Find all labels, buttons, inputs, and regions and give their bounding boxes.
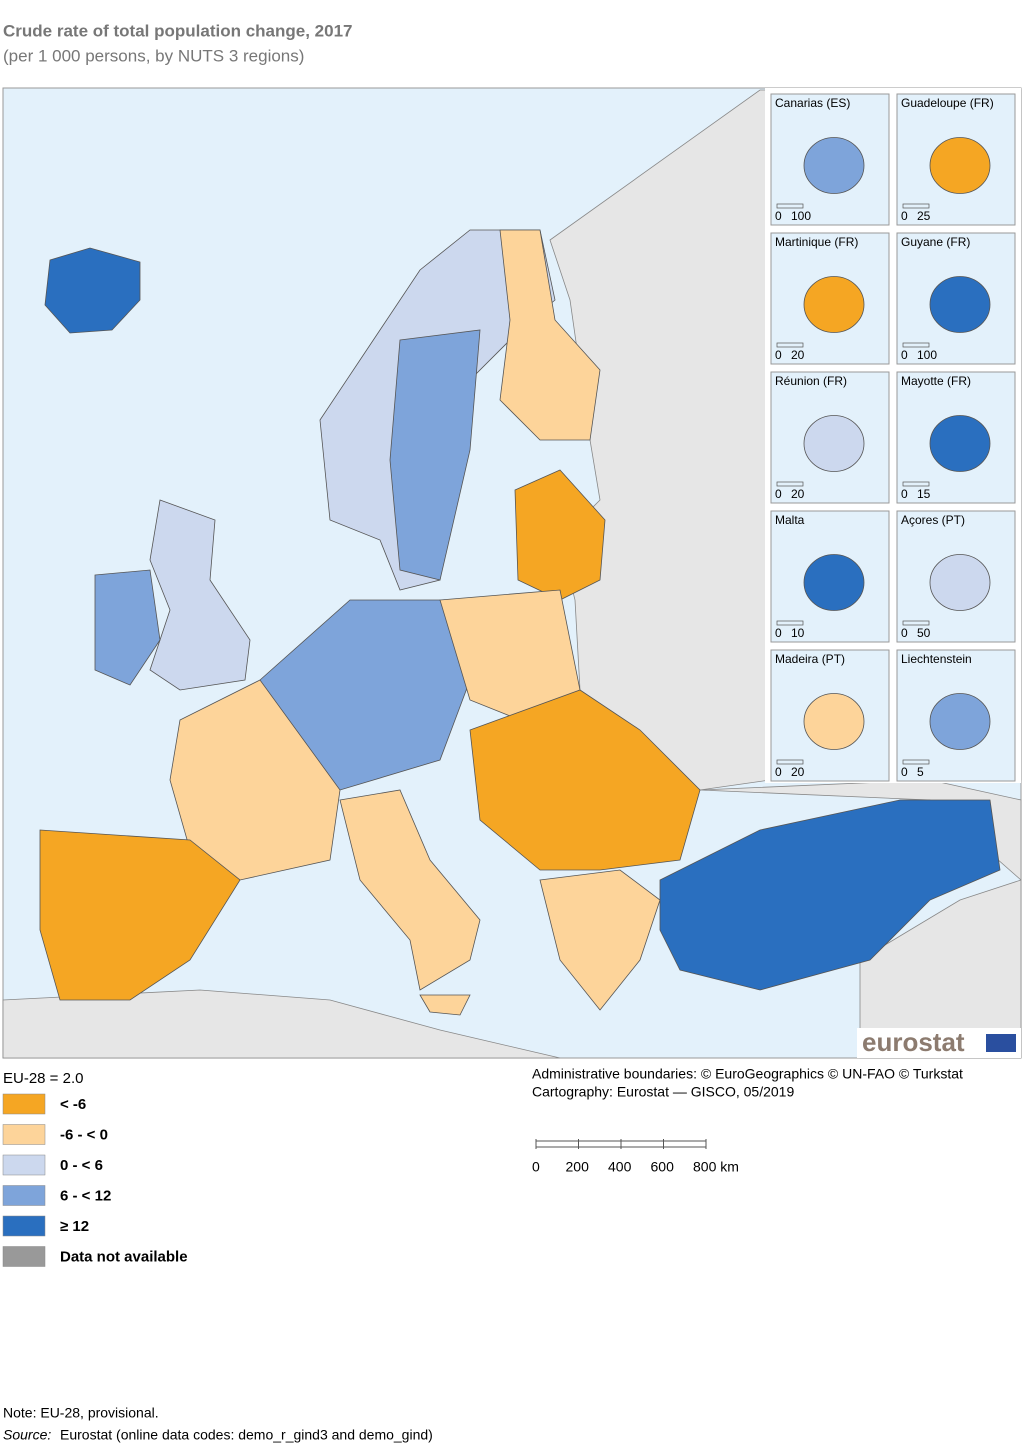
legend: EU-28 = 2.0 < -6 -6 - < 0 0 - < 6 6 - < 12 ≥ …	[2, 1070, 188, 1267]
inset-name: Liechtenstein	[901, 652, 972, 666]
scalebar-label: 800 km	[693, 1159, 739, 1175]
scalebar-label: 200	[566, 1159, 590, 1175]
inset-frame	[896, 371, 1016, 504]
inset-scale-bar	[776, 620, 804, 626]
inset-scale-label: 0	[775, 348, 782, 362]
baltics	[514, 469, 606, 601]
inset-name: Mayotte (FR)	[901, 374, 971, 388]
inset-scale-label: 25	[917, 209, 931, 223]
inset-region	[929, 276, 991, 333]
inset-scale-label: 100	[791, 209, 811, 223]
scalebar-label: 600	[651, 1159, 675, 1175]
inset-name: Réunion (FR)	[775, 374, 847, 388]
legend-swatch	[2, 1185, 46, 1206]
legend-label: -6 - < 0	[60, 1126, 108, 1143]
inset-name: Malta	[775, 513, 805, 527]
legend-swatch	[2, 1215, 46, 1237]
inset-scale-label: 0	[775, 765, 782, 779]
credit: Administrative boundaries: © EuroGeograp…	[532, 1066, 963, 1082]
inset-scale-label: 15	[917, 487, 931, 501]
note: Note: EU-28, provisional.	[3, 1405, 159, 1421]
legend-swatch	[2, 1124, 46, 1145]
inset-scale-label: 0	[901, 765, 908, 779]
iberia	[39, 829, 241, 1001]
ireland	[94, 569, 161, 686]
legend-label: < -6	[60, 1096, 86, 1113]
italy	[339, 789, 481, 991]
inset-name: Martinique (FR)	[775, 235, 858, 249]
inset-scale-bar	[902, 342, 930, 348]
logo: eurostat	[862, 1027, 965, 1057]
inset-region	[803, 276, 865, 333]
inset-scale-label: 5	[917, 765, 924, 779]
legend-label: 0 - < 6	[60, 1157, 103, 1174]
inset-scale-label: 0	[775, 487, 782, 501]
subtitle: (per 1 000 persons, by NUTS 3 regions)	[3, 46, 304, 65]
inset-region	[929, 137, 991, 194]
inset-scale-label: 0	[901, 348, 908, 362]
sicily	[419, 994, 471, 1016]
inset-scale-bar	[776, 342, 804, 348]
inset-scale-bar	[902, 759, 930, 765]
sweden	[389, 329, 481, 581]
legend-swatch	[2, 1093, 46, 1115]
inset-scale-bar	[776, 759, 804, 765]
france	[169, 679, 341, 881]
inset-scale-label: 20	[791, 765, 805, 779]
legend-title: EU-28 = 2.0	[3, 1070, 83, 1087]
turkey	[659, 799, 1001, 991]
credit: Cartography: Eurostat — GISCO, 05/2019	[532, 1084, 794, 1100]
inset-scale-bar	[776, 481, 804, 487]
inset-region	[803, 693, 865, 750]
inset-name: Açores (PT)	[901, 513, 965, 527]
south-east	[469, 689, 701, 871]
inset-scale-label: 20	[791, 487, 805, 501]
inset-region	[803, 137, 865, 194]
inset-scale-label: 0	[775, 209, 782, 223]
inset-region	[803, 415, 865, 472]
legend-label: 6 - < 12	[60, 1187, 111, 1204]
greece	[539, 869, 661, 1011]
africa	[2, 989, 561, 1059]
inset-name: Guadeloupe (FR)	[901, 96, 994, 110]
inset-scale-label: 20	[791, 348, 805, 362]
scalebar: 0 200 400 600 800 km	[532, 1139, 739, 1175]
inset-scale-label: 0	[775, 626, 782, 640]
eu-flag	[986, 1034, 1016, 1052]
legend-swatch	[2, 1246, 46, 1267]
inset-region	[803, 554, 865, 611]
inset-scale-bar	[902, 620, 930, 626]
source-text: Eurostat (online data codes: demo_r_gind…	[60, 1427, 433, 1443]
inset-scale-bar	[776, 203, 804, 209]
inset-scale-label: 10	[791, 626, 805, 640]
inset-name: Canarias (ES)	[775, 96, 850, 110]
iceland	[44, 247, 141, 334]
scalebar-label: 0	[532, 1159, 540, 1175]
legend-label: ≥ 12	[60, 1218, 89, 1235]
finland	[499, 229, 601, 441]
inset-name: Madeira (PT)	[775, 652, 845, 666]
inset-scale-label: 0	[901, 209, 908, 223]
inset-region	[929, 693, 991, 750]
great-britain	[149, 499, 251, 691]
inset-region	[929, 415, 991, 472]
inset-region	[929, 554, 991, 611]
inset-scale-bar	[902, 203, 930, 209]
inset-scale-label: 50	[917, 626, 931, 640]
inset-scale-bar	[902, 481, 930, 487]
legend-label: Data not available	[60, 1248, 188, 1265]
scalebar-label: 400	[608, 1159, 632, 1175]
inset-name: Guyane (FR)	[901, 235, 970, 249]
inset-scale-label: 0	[901, 626, 908, 640]
legend-swatch	[2, 1154, 46, 1176]
source-label: Source:	[3, 1427, 51, 1443]
title: Crude rate of total population change, 2…	[3, 21, 353, 40]
inset-scale-label: 100	[917, 348, 937, 362]
inset-scale-label: 0	[901, 487, 908, 501]
